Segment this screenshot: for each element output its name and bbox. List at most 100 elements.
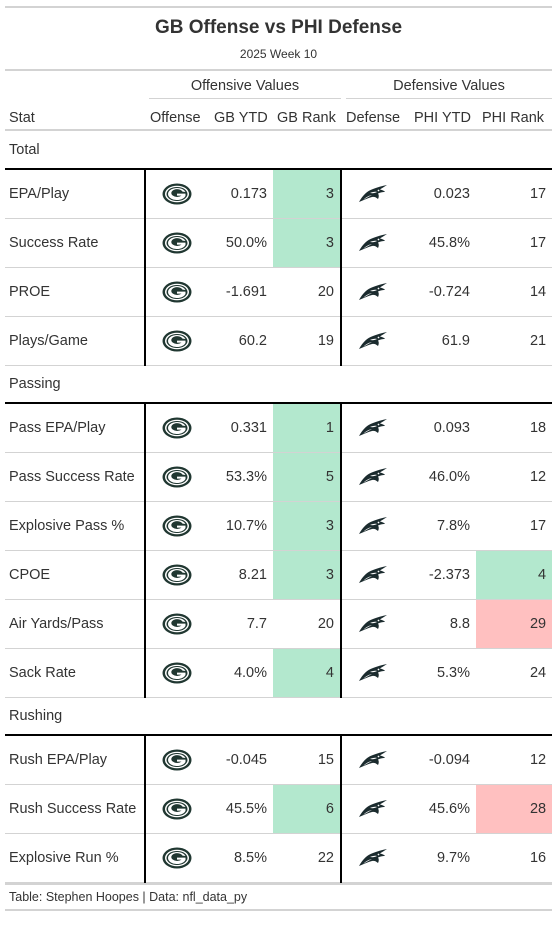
eagle-head-logo-icon (359, 184, 387, 202)
phi-rank-value: 16 (476, 833, 553, 883)
stats-table-card: GB Offense vs PHI Defense 2025 Week 10 O… (5, 6, 553, 911)
offense-logo-cell (145, 599, 208, 649)
defense-logo-cell (341, 648, 404, 698)
eagle-head-logo-icon (359, 565, 387, 583)
stat-name: Air Yards/Pass (5, 599, 146, 649)
table-row: Rush Success Rate 45.5% 6 45.6% 28 (5, 784, 553, 834)
phi-rank-value: 4 (476, 550, 553, 600)
stat-name: Success Rate (5, 218, 146, 268)
col-header-gb-rank: GB Rank (277, 110, 336, 126)
green-bay-g-logo-icon (162, 749, 192, 771)
group-label: Total (5, 131, 553, 170)
table-row: Air Yards/Pass 7.7 20 8.8 29 (5, 599, 553, 649)
offense-logo-cell (145, 550, 208, 600)
offense-logo-cell (145, 648, 208, 698)
phi-rank-value: 12 (476, 735, 553, 785)
col-header-offense: Offense (150, 110, 201, 126)
eagle-head-logo-icon (359, 418, 387, 436)
defense-logo-cell (341, 267, 404, 317)
gb-ytd-value: 0.173 (208, 169, 273, 219)
gb-ytd-value: 60.2 (208, 316, 273, 366)
gb-rank-value: 1 (273, 403, 342, 453)
gb-rank-value: 4 (273, 648, 342, 698)
bottom-rule (5, 908, 552, 911)
defense-logo-cell (341, 735, 404, 785)
table-row: Explosive Run % 8.5% 22 9.7% 16 (5, 833, 553, 883)
green-bay-g-logo-icon (162, 281, 192, 302)
offense-logo-cell (145, 833, 208, 883)
group-label: Passing (5, 365, 553, 404)
table-row: Rush EPA/Play -0.045 15 -0.094 12 (5, 735, 553, 785)
phi-ytd-value: 0.093 (404, 403, 476, 453)
group-header-row: Passing (5, 365, 553, 404)
spanner-defensive-values: Defensive Values (346, 78, 552, 99)
defense-logo-cell (341, 218, 404, 268)
phi-ytd-value: 5.3% (404, 648, 476, 698)
stat-name: Rush Success Rate (5, 784, 146, 834)
phi-rank-value: 28 (476, 784, 553, 834)
group-label: Rushing (5, 697, 553, 736)
gb-rank-value: 3 (273, 550, 342, 600)
phi-rank-value: 17 (476, 218, 553, 268)
eagle-head-logo-icon (359, 848, 387, 866)
phi-ytd-value: 45.6% (404, 784, 476, 834)
gb-rank-value: 5 (273, 452, 342, 502)
green-bay-g-logo-icon (162, 232, 192, 253)
eagle-head-logo-icon (359, 331, 387, 349)
gb-ytd-value: 0.331 (208, 403, 273, 453)
offense-logo-cell (145, 501, 208, 551)
green-bay-g-logo-icon (162, 183, 192, 205)
phi-ytd-value: 61.9 (404, 316, 476, 366)
gb-rank-value: 3 (273, 501, 342, 551)
eagle-head-logo-icon (359, 663, 387, 681)
eagle-head-logo-icon (359, 614, 387, 632)
stat-name: Rush EPA/Play (5, 735, 146, 785)
header-rule (5, 69, 552, 71)
gb-rank-value: 3 (273, 218, 342, 268)
phi-ytd-value: 8.8 (404, 599, 476, 649)
group-header-row: Rushing (5, 697, 553, 736)
gb-ytd-value: 50.0% (208, 218, 273, 268)
stat-name: Sack Rate (5, 648, 146, 698)
offense-logo-cell (145, 267, 208, 317)
defense-logo-cell (341, 599, 404, 649)
col-header-phi-ytd: PHI YTD (414, 110, 471, 126)
table-row: EPA/Play 0.173 3 0.023 17 (5, 169, 553, 219)
column-spanners: Offensive Values Defensive Values (5, 71, 552, 101)
gb-ytd-value: -0.045 (208, 735, 273, 785)
stat-name: Pass EPA/Play (5, 403, 146, 453)
col-header-phi-rank: PHI Rank (482, 110, 545, 126)
gb-rank-value: 3 (273, 169, 342, 219)
spanner-offensive-values: Offensive Values (149, 78, 341, 99)
eagle-head-logo-icon (359, 750, 387, 768)
phi-ytd-value: 46.0% (404, 452, 476, 502)
spanner-defensive-label: Defensive Values (393, 78, 505, 94)
green-bay-g-logo-icon (162, 564, 192, 585)
gb-ytd-value: -1.691 (208, 267, 273, 317)
defense-logo-cell (341, 316, 404, 366)
gb-ytd-value: 8.21 (208, 550, 273, 600)
defense-logo-cell (341, 833, 404, 883)
defense-logo-cell (341, 550, 404, 600)
gb-ytd-value: 10.7% (208, 501, 273, 551)
group-header-row: Total (5, 131, 553, 170)
gb-rank-value: 20 (273, 599, 342, 649)
eagle-head-logo-icon (359, 282, 387, 300)
stat-name: Pass Success Rate (5, 452, 146, 502)
green-bay-g-logo-icon (162, 613, 192, 634)
col-header-defense: Defense (346, 110, 401, 126)
table-row: CPOE 8.21 3 -2.373 4 (5, 550, 553, 600)
phi-rank-value: 14 (476, 267, 553, 317)
phi-ytd-value: -2.373 (404, 550, 476, 600)
eagle-head-logo-icon (359, 467, 387, 485)
gb-ytd-value: 8.5% (208, 833, 273, 883)
gb-rank-value: 20 (273, 267, 342, 317)
phi-rank-value: 17 (476, 169, 553, 219)
offense-logo-cell (145, 169, 208, 219)
phi-rank-value: 18 (476, 403, 553, 453)
table-row: Explosive Pass % 10.7% 3 7.8% 17 (5, 501, 553, 551)
defense-logo-cell (341, 403, 404, 453)
stat-name: EPA/Play (5, 169, 146, 219)
col-header-stat: Stat (9, 110, 35, 126)
phi-ytd-value: 7.8% (404, 501, 476, 551)
